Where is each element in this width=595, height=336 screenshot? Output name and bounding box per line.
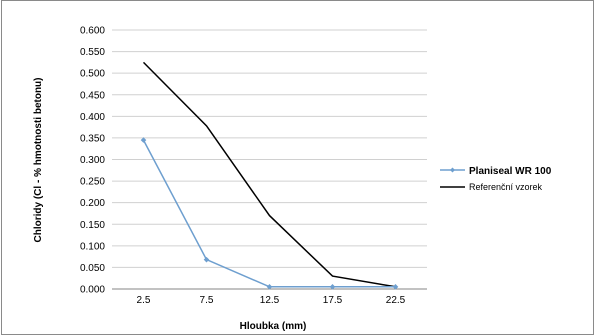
y-tick-label: 0.250 [80, 177, 105, 188]
y-tick-label: 0.450 [80, 90, 105, 101]
series-planiseal [140, 137, 399, 290]
x-axis-title: Hloubka (mm) [240, 321, 307, 332]
y-tick-label: 0.600 [80, 26, 105, 37]
x-tick-label: 2.5 [137, 295, 151, 306]
data-point [392, 284, 399, 290]
data-point [266, 284, 273, 290]
x-tick-label: 22.5 [386, 295, 406, 306]
y-tick-label: 0.200 [80, 198, 105, 209]
legend-marker-planiseal [450, 167, 455, 173]
gridlines [112, 29, 427, 290]
y-tick-label: 0.000 [80, 285, 105, 296]
series-reference [142, 61, 396, 288]
y-axis-title: Chloridy (Cl - % hmotnosti betonu) [33, 78, 44, 243]
data-point [203, 256, 210, 263]
x-tick-label: 12.5 [260, 295, 280, 306]
series-layer [140, 61, 399, 290]
data-point [329, 284, 336, 290]
y-tick-label: 0.300 [80, 155, 105, 166]
x-tick-labels: 2.5 7.5 12.5 17.5 22.5 [137, 295, 406, 306]
legend: Planiseal WR 100 Referenční vzorek [440, 166, 552, 192]
legend-label-planiseal: Planiseal WR 100 [469, 166, 552, 177]
x-tick-label: 7.5 [200, 295, 214, 306]
y-tick-label: 0.150 [80, 220, 105, 231]
y-tick-labels: 0.000 0.050 0.100 0.150 0.200 0.250 0.300 0.350… [80, 26, 105, 296]
x-tick-label: 17.5 [323, 295, 343, 306]
series-line [142, 61, 396, 288]
y-tick-label: 0.050 [80, 263, 105, 274]
legend-item-reference: Referenční vzorek [440, 182, 543, 192]
y-tick-label: 0.550 [80, 47, 105, 58]
series-line [142, 139, 396, 288]
data-point [140, 137, 147, 143]
y-tick-label: 0.500 [80, 69, 105, 80]
y-tick-label: 0.100 [80, 241, 105, 252]
legend-label-reference: Referenční vzorek [469, 182, 543, 192]
legend-item-planiseal: Planiseal WR 100 [440, 166, 552, 177]
y-tick-label: 0.400 [80, 112, 105, 123]
y-tick-label: 0.350 [80, 133, 105, 144]
